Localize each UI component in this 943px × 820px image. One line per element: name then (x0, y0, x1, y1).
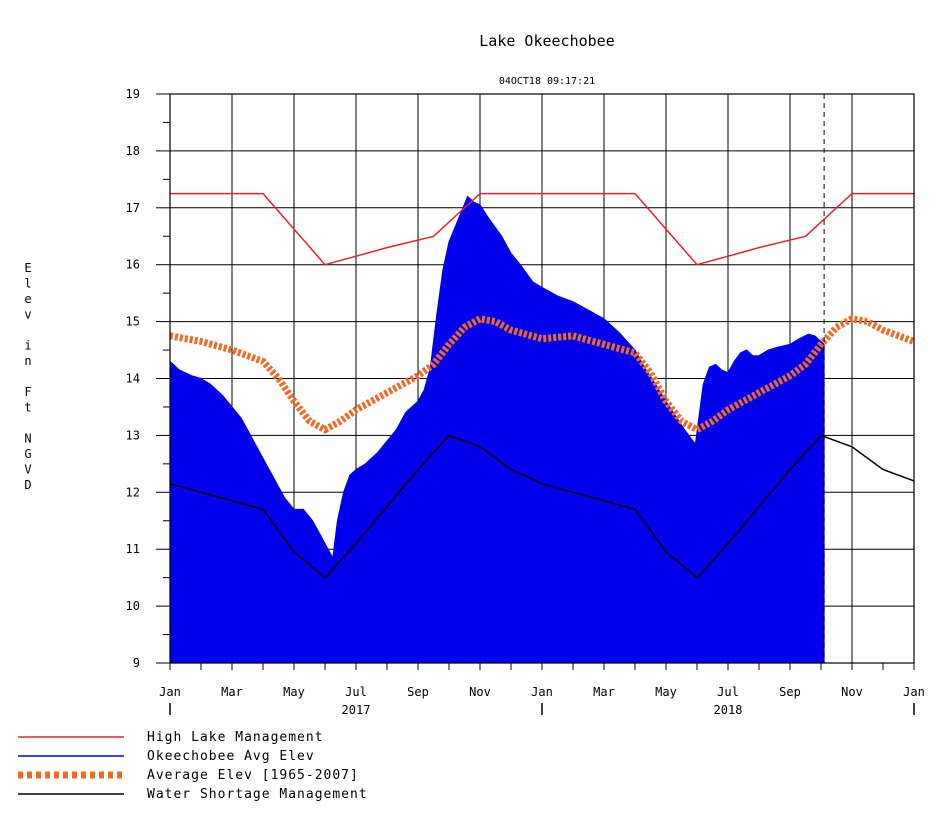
y-axis-label-char: l (24, 277, 31, 291)
legend-label: Average Elev [1965-2007] (147, 768, 359, 783)
legend-label: Water Shortage Management (147, 787, 368, 802)
x-tick-label: Mar (593, 685, 615, 699)
series-layer (169, 94, 916, 664)
y-tick-label: 13 (126, 428, 140, 442)
y-tick-label: 15 (126, 315, 140, 329)
x-tick-label: Jul (717, 685, 739, 699)
chart-subtitle: 04OCT18 09:17:21 (499, 76, 595, 87)
y-tick-label: 18 (126, 144, 140, 158)
x-tick-label: Jan (531, 685, 553, 699)
y-tick-label: 17 (126, 201, 140, 215)
y-axis-label-char: e (24, 292, 31, 306)
y-tick-label: 11 (126, 542, 140, 556)
y-tick-label: 10 (126, 599, 140, 613)
y-axis-label-char: N (24, 432, 31, 446)
y-tick-label: 9 (133, 656, 140, 670)
y-axis-label-char: V (24, 463, 31, 477)
y-axis-label-char: D (24, 478, 31, 492)
x-tick-label: Jan (159, 685, 181, 699)
y-axis-label-char: G (24, 447, 31, 461)
chart-title: Lake Okeechobee (479, 32, 614, 50)
legend-label: High Lake Management (147, 730, 324, 745)
x-tick-label: Jan (903, 685, 925, 699)
x-tick-label: Nov (841, 685, 863, 699)
y-tick-label: 14 (126, 372, 140, 386)
y-tick-label: 16 (126, 258, 140, 272)
x-tick-label: Jul (345, 685, 367, 699)
series-average-elev-1965-2007 (169, 315, 916, 434)
y-axis-label-char: v (24, 308, 31, 322)
y-tick-label: 12 (126, 485, 140, 499)
y-tick-label: 19 (126, 87, 140, 101)
legend-label: Okeechobee Avg Elev (147, 749, 315, 764)
x-tick-label: May (655, 685, 677, 699)
y-axis-label-char: n (24, 354, 31, 368)
x-tick-label: Nov (469, 685, 491, 699)
x-tick-label: Sep (779, 685, 801, 699)
x-tick-label: Sep (407, 685, 429, 699)
series-okeechobee-avg-elev-area (169, 195, 825, 664)
x-tick-label: May (283, 685, 305, 699)
axes: 9 10 11 12 13 14 15 16 17 18 19 Jan Mar May Jul Sep Nov J… (126, 87, 925, 717)
series-high-lake-management (170, 192, 914, 266)
legend: High Lake Management Okeechobee Avg Elev A… (18, 730, 368, 802)
series-water-shortage-management (169, 434, 915, 579)
y-axis-label-char: F (24, 385, 31, 399)
year-label: 2018 (714, 703, 743, 717)
y-axis-label-char: E (24, 261, 31, 275)
year-label: 2017 (342, 703, 371, 717)
y-axis-label-char: t (24, 401, 31, 415)
y-axis-label-char: i (24, 339, 31, 353)
x-tick-label: Mar (221, 685, 243, 699)
